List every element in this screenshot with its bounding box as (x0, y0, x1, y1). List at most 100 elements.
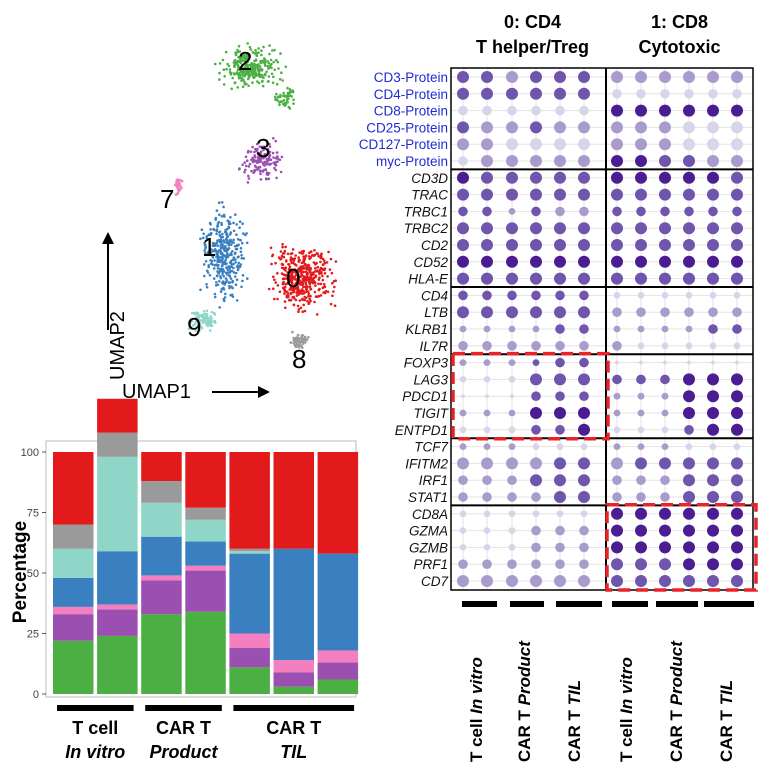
dot-point (611, 222, 623, 235)
dot-point (685, 292, 693, 299)
umap-point (247, 177, 251, 180)
bar-group-bracket (233, 705, 355, 711)
bar-segment (185, 507, 226, 520)
dot-row-label: GZMB (409, 540, 448, 555)
dot-row-label: CD8-Protein (374, 104, 448, 119)
dot-point (659, 71, 671, 83)
dot-point (731, 541, 743, 554)
umap-point (290, 252, 294, 255)
dot-row-label: CD4-Protein (374, 87, 448, 102)
umap-point (242, 232, 245, 235)
umap-point (293, 297, 296, 300)
umap-point (213, 292, 217, 296)
dot-point (554, 474, 566, 487)
dot-row-label: TRBC2 (404, 221, 449, 236)
umap-point (246, 277, 249, 280)
dot-point (457, 457, 469, 470)
umap-point (318, 268, 322, 272)
umap-point (208, 323, 212, 327)
dot-point (731, 222, 743, 235)
dot-highlight-box (451, 351, 610, 441)
dot-point (635, 457, 647, 470)
umap-point (213, 295, 217, 299)
umap-point (198, 319, 201, 323)
bar-group-label-line2: Product (149, 742, 218, 762)
umap-point (244, 72, 248, 76)
dot-sample-bracket (510, 601, 544, 607)
dot-point (735, 360, 739, 365)
dot-row-label: CD25-Protein (366, 120, 448, 135)
umap-point (239, 69, 243, 73)
dot-point (660, 492, 670, 502)
umap-point (241, 63, 244, 67)
umap-point (247, 174, 250, 178)
umap-point (274, 163, 278, 167)
umap-point (275, 92, 278, 96)
dot-point (731, 524, 743, 537)
umap-point (224, 230, 228, 234)
umap-point (236, 48, 239, 52)
dot-point (636, 374, 646, 385)
bar-segment (53, 640, 94, 694)
dot-point (707, 541, 719, 554)
umap-point (228, 68, 232, 71)
bar-segment (317, 679, 359, 694)
dot-point (578, 239, 590, 251)
umap-point (282, 267, 286, 271)
umap-point (243, 161, 247, 164)
umap-point (277, 256, 281, 259)
umap-point (292, 261, 295, 265)
umap-point (227, 64, 231, 68)
dot-point (483, 325, 491, 333)
dot-point (530, 222, 542, 235)
umap-point (228, 253, 232, 256)
umap-point (306, 276, 310, 280)
umap-point (210, 262, 213, 266)
umap-point (279, 250, 283, 253)
dot-point (579, 525, 589, 536)
dot-point (530, 474, 542, 487)
umap-point (218, 306, 221, 309)
umap-point (293, 275, 296, 279)
umap-point (277, 95, 280, 99)
umap-point (241, 59, 244, 62)
umap-point (232, 238, 235, 242)
bar-segment (141, 575, 182, 581)
dot-point (611, 524, 623, 537)
umap-point (217, 220, 220, 224)
dot-point (483, 359, 491, 366)
umap-point (229, 293, 232, 297)
umap-point (327, 250, 330, 254)
umap-point (319, 260, 322, 264)
dot-point (530, 188, 542, 201)
umap-point (301, 265, 305, 268)
umap-point (246, 63, 249, 67)
umap-point (239, 238, 242, 242)
umap-point (283, 94, 287, 98)
dot-point (507, 290, 517, 301)
dot-row-label: PDCD1 (402, 389, 448, 404)
umap-point (304, 341, 307, 344)
umap-cluster-label: 0 (286, 263, 300, 293)
umap-point (309, 287, 313, 291)
dot-point (708, 89, 718, 99)
umap-point (208, 248, 212, 252)
dot-point (530, 575, 542, 587)
dot-point (556, 510, 564, 518)
dot-point (611, 104, 623, 117)
dot-row-label: FOXP3 (404, 356, 449, 371)
umap-point (218, 78, 221, 81)
umap-point (221, 281, 224, 285)
umap-point (296, 283, 299, 287)
dot-point (556, 443, 564, 450)
dot-point (481, 171, 493, 184)
bar-segment (273, 452, 314, 549)
dot-point (613, 292, 621, 299)
dot-point (579, 542, 589, 553)
dot-point (707, 575, 719, 587)
umap1-arrowhead (258, 386, 270, 398)
umap-point (257, 152, 260, 156)
umap-point (249, 48, 253, 51)
dot-point (683, 222, 695, 235)
dot-point (707, 524, 719, 537)
